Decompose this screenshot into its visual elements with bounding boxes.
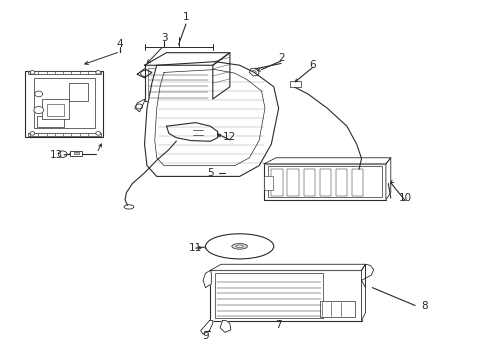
- Polygon shape: [249, 68, 259, 76]
- Bar: [70, 151, 82, 156]
- Bar: [47, 104, 64, 116]
- Bar: [161, 100, 181, 104]
- Bar: [303, 169, 315, 196]
- Text: 3: 3: [161, 33, 167, 43]
- Bar: [144, 65, 212, 101]
- Polygon shape: [203, 270, 211, 288]
- Bar: [210, 270, 361, 320]
- Polygon shape: [135, 99, 144, 112]
- Circle shape: [30, 132, 35, 135]
- Polygon shape: [144, 53, 229, 65]
- Bar: [320, 301, 354, 317]
- Text: 5: 5: [206, 168, 213, 178]
- Ellipse shape: [231, 243, 247, 249]
- Bar: [335, 169, 346, 196]
- Polygon shape: [200, 320, 212, 334]
- Circle shape: [58, 151, 67, 157]
- Circle shape: [30, 71, 35, 74]
- Polygon shape: [210, 264, 365, 270]
- Circle shape: [96, 71, 101, 74]
- Polygon shape: [212, 53, 229, 99]
- Polygon shape: [166, 123, 217, 141]
- Bar: [27, 133, 101, 136]
- Bar: [215, 273, 322, 318]
- Circle shape: [35, 91, 42, 97]
- Ellipse shape: [205, 234, 273, 259]
- Circle shape: [341, 162, 380, 191]
- Text: 6: 6: [309, 60, 315, 70]
- Circle shape: [141, 71, 148, 76]
- Ellipse shape: [236, 245, 243, 248]
- Text: 12: 12: [223, 132, 236, 142]
- Text: 1: 1: [183, 12, 189, 22]
- Circle shape: [34, 107, 43, 114]
- Bar: [37, 116, 64, 127]
- Text: 8: 8: [421, 301, 427, 311]
- Circle shape: [356, 173, 366, 180]
- Circle shape: [96, 132, 101, 135]
- Bar: [27, 71, 101, 74]
- Ellipse shape: [124, 205, 134, 209]
- Bar: [351, 169, 363, 196]
- Bar: [289, 81, 300, 87]
- Text: 4: 4: [117, 39, 123, 49]
- Polygon shape: [361, 264, 365, 320]
- Polygon shape: [144, 62, 278, 176]
- Text: 2: 2: [277, 53, 284, 63]
- Bar: [350, 188, 371, 192]
- Bar: [148, 68, 209, 99]
- Polygon shape: [264, 158, 390, 164]
- Bar: [25, 71, 103, 137]
- Bar: [42, 99, 69, 119]
- Text: 13: 13: [50, 150, 63, 160]
- Polygon shape: [385, 158, 390, 200]
- Polygon shape: [361, 264, 373, 288]
- Text: 7: 7: [275, 320, 282, 330]
- Bar: [319, 169, 330, 196]
- Bar: [287, 169, 299, 196]
- Text: 10: 10: [398, 193, 411, 203]
- Bar: [74, 152, 79, 154]
- Bar: [69, 83, 88, 101]
- Bar: [267, 166, 381, 197]
- Bar: [34, 78, 95, 128]
- Bar: [264, 176, 272, 190]
- Text: 11: 11: [189, 243, 202, 253]
- Bar: [271, 169, 283, 196]
- Bar: [264, 164, 385, 200]
- Polygon shape: [220, 320, 230, 332]
- Polygon shape: [137, 69, 152, 78]
- Circle shape: [136, 104, 142, 109]
- Text: 9: 9: [202, 331, 208, 341]
- Circle shape: [347, 166, 374, 186]
- Circle shape: [251, 71, 256, 74]
